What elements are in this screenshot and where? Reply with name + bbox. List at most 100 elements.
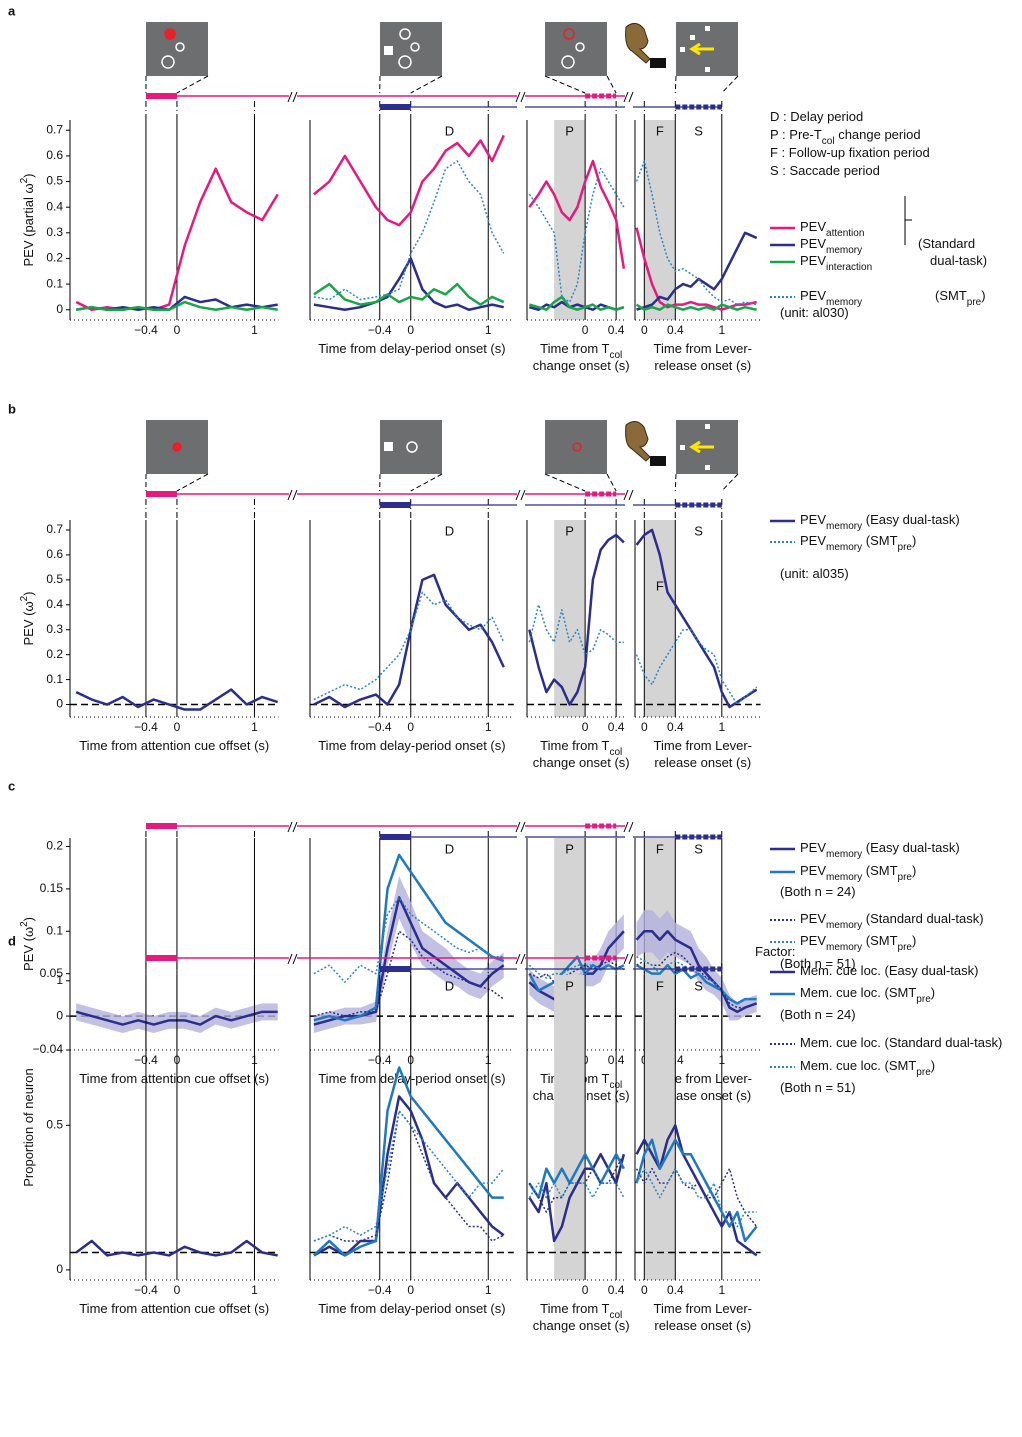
icon-symbol <box>164 28 176 40</box>
legend-label-part: (SMT <box>862 863 897 878</box>
series-line <box>313 930 505 1017</box>
x-axis-label-part: release onset (s) <box>654 755 751 770</box>
legend-label: Mem. cue loc. (SMTpre) <box>800 1058 935 1078</box>
period-label: F <box>656 841 664 856</box>
period-label: F <box>656 123 664 138</box>
legend-label-part: PEV <box>800 236 826 251</box>
note-part: (Both n = 24) <box>780 884 856 899</box>
hand-icon <box>625 421 651 462</box>
x-axis-label: Time from delay-period onset (s) <box>318 1301 505 1316</box>
icon-symbol <box>175 42 185 52</box>
y-tick-label: 0.3 <box>46 225 63 239</box>
note-part: (unit: al030) <box>780 305 849 320</box>
note: F : Follow-up fixation period <box>770 145 930 160</box>
y-tick-label: 0.1 <box>46 923 63 937</box>
series-line <box>635 1167 757 1228</box>
x-tick-label: −0.4 <box>368 1283 392 1297</box>
break-mark <box>520 821 526 833</box>
series-line <box>635 160 757 306</box>
legend-label-part: pre <box>916 994 931 1005</box>
icon-symbol <box>410 42 420 52</box>
legend-label-part: PEV <box>800 219 826 234</box>
period-label: F <box>656 978 664 993</box>
series-line <box>313 591 505 701</box>
icon-link <box>544 473 586 492</box>
icon-symbol <box>690 35 695 40</box>
legend-label-part: (Easy dual-task) <box>862 840 960 855</box>
series-line <box>313 160 505 301</box>
x-tick-label: 0.4 <box>667 323 684 337</box>
period-label: D <box>445 123 454 138</box>
icon-link <box>176 75 209 94</box>
series-line <box>528 167 625 303</box>
series-line <box>528 1182 625 1199</box>
legend-label-part: (SMT <box>862 533 897 548</box>
icon-symbol <box>384 442 393 451</box>
legend-label-part: pre <box>898 942 913 953</box>
icon-link <box>544 75 586 94</box>
series-line <box>313 896 505 1026</box>
break-mark <box>628 953 634 965</box>
x-axis-label-part: Time from Lever- <box>654 341 752 356</box>
break-mark <box>292 489 298 501</box>
y-axis-label: PEV (partial ω2) <box>19 173 36 266</box>
series-line <box>313 1110 505 1242</box>
y-tick-label: 0 <box>56 302 63 316</box>
x-tick-label: 0 <box>174 323 181 337</box>
break-mark <box>292 91 298 103</box>
period-shade <box>644 975 676 1280</box>
note-part: Factor: <box>755 944 795 959</box>
legend-label: PEVmemory (Standard dual-task) <box>800 911 984 931</box>
lever-icon <box>650 58 666 68</box>
x-axis-label-part: release onset (s) <box>654 1088 751 1103</box>
x-axis-label-part: Time from attention cue offset (s) <box>79 1301 269 1316</box>
x-tick-label: −0.4 <box>134 720 158 734</box>
icon-symbol <box>161 55 175 69</box>
note-part: F : Follow-up fixation period <box>770 145 930 160</box>
series-line <box>313 1066 504 1257</box>
timeline-bar <box>379 966 411 972</box>
x-axis-label: Time from attention cue offset (s) <box>79 738 269 753</box>
icon-symbol <box>172 442 182 452</box>
legend-label: PEVmemory <box>800 288 862 308</box>
period-label: P <box>565 978 574 993</box>
y-tick-label: 0.5 <box>46 174 63 188</box>
period-label: P <box>565 523 574 538</box>
break-mark <box>287 953 293 965</box>
x-tick-label: 0 <box>641 1283 648 1297</box>
legend-label: Mem. cue loc. (SMTpre) <box>800 985 935 1005</box>
x-axis-label: Time from attention cue offset (s) <box>79 1301 269 1316</box>
timeline-bar <box>379 104 411 110</box>
x-axis-label: Time from Lever- <box>654 738 752 753</box>
icon-arrow <box>689 440 714 454</box>
legend-label-part: ) <box>912 863 916 878</box>
legend-label: PEVmemory (SMTpre) <box>800 533 916 553</box>
series-line <box>313 573 505 709</box>
legend-label-part: (SMT <box>862 933 897 948</box>
note-part: (Both n = 51) <box>780 956 856 971</box>
legend-label-part: Mem. cue loc. (Standard dual-task) <box>800 1035 1002 1050</box>
timeline-bar <box>145 93 177 99</box>
x-axis-label-part: change onset (s) <box>533 755 630 770</box>
legend-label-part: interaction <box>826 262 872 273</box>
note-part: ) <box>981 288 985 303</box>
x-tick-label: −0.4 <box>368 720 392 734</box>
y-axis-label-part: ) <box>21 917 36 921</box>
x-axis-label: Time from delay-period onset (s) <box>318 1071 505 1086</box>
period-shade <box>644 520 676 717</box>
break-mark <box>515 821 521 833</box>
icon-symbol <box>398 55 412 69</box>
legend-label-part: memory <box>826 245 862 256</box>
legend-label-part: pre <box>898 872 913 883</box>
series-line <box>313 1095 505 1257</box>
x-axis-label-part: col <box>609 1310 622 1321</box>
y-axis-label: PEV (ω2) <box>19 591 36 645</box>
x-tick-label: 1 <box>251 323 258 337</box>
x-tick-label: 1 <box>718 1283 725 1297</box>
timeline-bar <box>145 955 177 961</box>
note-part: S : Saccade period <box>770 163 880 178</box>
note-part: col <box>822 136 835 147</box>
legend-label-part: ) <box>912 533 916 548</box>
legend-bracket <box>904 196 912 245</box>
